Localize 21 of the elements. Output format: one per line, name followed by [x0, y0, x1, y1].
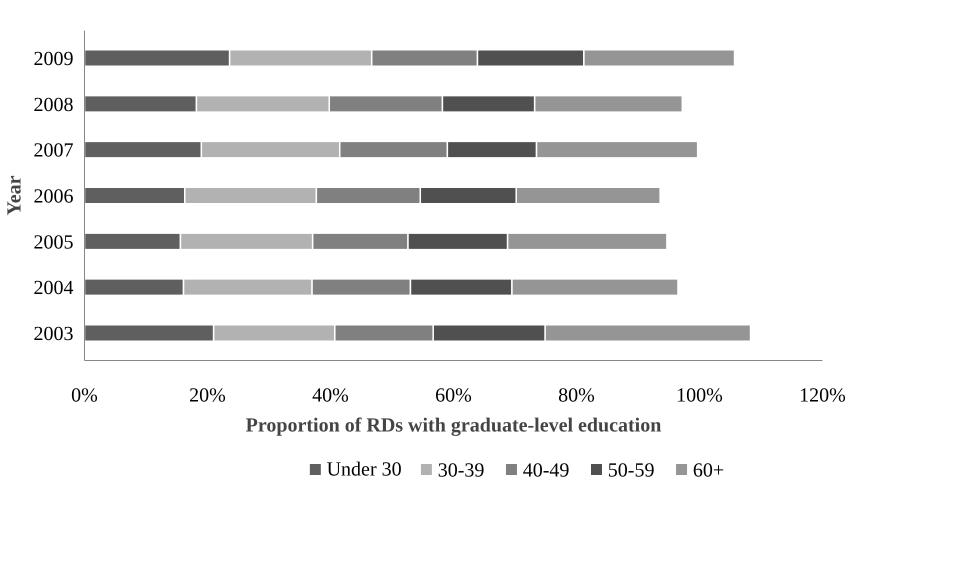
y-axis-title: Year — [4, 175, 26, 216]
y-tick-label: 2004 — [34, 277, 74, 300]
y-tick-label: 2003 — [34, 323, 74, 345]
x-tick-label: 60% — [435, 384, 472, 406]
x-tick-label: 40% — [312, 384, 349, 406]
y-tick-label: 2009 — [34, 48, 74, 70]
legend-label: 60+ — [692, 460, 724, 482]
x-tick-label: 0% — [71, 384, 98, 406]
x-tick-label: 80% — [558, 384, 595, 406]
x-tick-label: 120% — [799, 384, 846, 406]
x-axis-title: Proportion of RDs with graduate-level education — [246, 414, 662, 436]
x-tick-label: 20% — [189, 384, 226, 406]
y-tick-label: 2006 — [34, 186, 74, 208]
legend-label: 30-39 — [438, 460, 484, 482]
y-tick-label: 2007 — [34, 140, 74, 162]
y-tick-label: 2008 — [34, 94, 74, 116]
x-tick-label: 100% — [676, 384, 723, 406]
legend-label: Under 30 — [326, 458, 402, 480]
legend-label: 50-59 — [608, 460, 654, 482]
legend-label: 40-49 — [522, 460, 570, 482]
y-tick-label: 2005 — [34, 231, 74, 254]
